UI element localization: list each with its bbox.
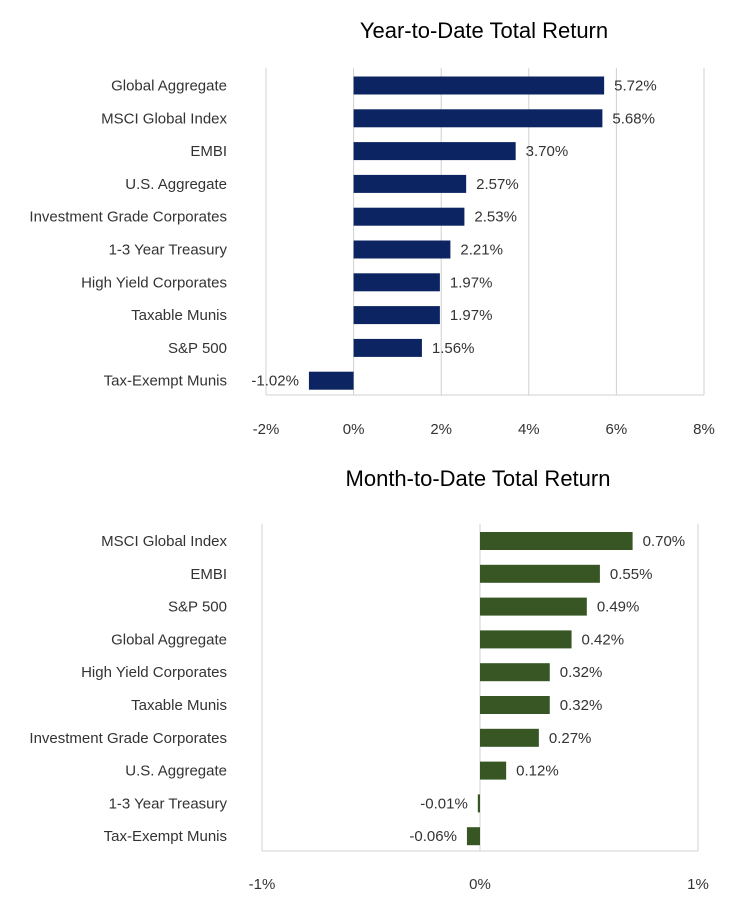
mtd-category-label: EMBI (190, 566, 227, 583)
mtd-bar (477, 794, 480, 813)
mtd-value-label: 0.32% (560, 664, 603, 681)
mtd-category-label: 1-3 Year Treasury (109, 795, 228, 812)
mtd-category-label: High Yield Corporates (81, 664, 227, 681)
ytd-x-tick-label: 6% (606, 421, 628, 438)
ytd-value-label: 1.56% (432, 340, 475, 357)
mtd-chart-title: Month-to-Date Total Return (346, 466, 611, 491)
mtd-category-label: Investment Grade Corporates (29, 730, 227, 747)
ytd-value-label: 5.72% (614, 78, 657, 95)
ytd-bar (353, 109, 603, 128)
ytd-x-tick-label: 4% (518, 421, 540, 438)
ytd-bar (353, 306, 440, 325)
ytd-x-tick-label: 8% (693, 421, 715, 438)
ytd-value-label: 2.53% (474, 209, 517, 226)
mtd-x-tick-label: 1% (687, 876, 709, 893)
ytd-category-label: MSCI Global Index (101, 110, 227, 127)
ytd-bar (353, 142, 516, 161)
ytd-bar (353, 174, 467, 193)
ytd-bar (353, 207, 465, 226)
mtd-chart: Month-to-Date Total Return -1% 0% 1% MSCI G… (29, 466, 708, 893)
mtd-bar (466, 827, 480, 846)
mtd-value-label: 0.49% (597, 599, 640, 616)
mtd-category-label: Global Aggregate (111, 631, 227, 648)
ytd-plot-area: -2% 0% 2% 4% 6% 8% Global Aggregate 5.72% MSCI G… (29, 68, 715, 438)
ytd-category-label: EMBI (190, 143, 227, 160)
ytd-bar (308, 371, 354, 390)
ytd-bar (353, 338, 422, 357)
mtd-value-label: 0.55% (610, 566, 653, 583)
ytd-value-label: 2.21% (460, 242, 503, 259)
ytd-category-label: Tax-Exempt Munis (104, 373, 227, 390)
ytd-category-label: Global Aggregate (111, 78, 227, 95)
mtd-bar (480, 663, 550, 682)
ytd-bar (353, 273, 440, 292)
ytd-x-tick-label: -2% (253, 421, 280, 438)
mtd-category-label: MSCI Global Index (101, 533, 227, 550)
mtd-value-label: 0.42% (582, 631, 625, 648)
mtd-bar (480, 761, 507, 780)
mtd-value-label: 0.32% (560, 697, 603, 714)
ytd-value-label: 2.57% (476, 176, 519, 193)
mtd-value-label: -0.01% (420, 795, 468, 812)
mtd-plot-area: -1% 0% 1% MSCI Global Index 0.70% EMBI 0.55% S&… (29, 524, 709, 893)
mtd-value-label: 0.27% (549, 730, 592, 747)
mtd-value-label: -0.06% (409, 828, 457, 845)
ytd-value-label: 5.68% (612, 110, 655, 127)
mtd-category-label: Taxable Munis (131, 697, 227, 714)
mtd-x-tick-label: -1% (249, 876, 276, 893)
ytd-category-label: S&P 500 (168, 340, 227, 357)
mtd-category-label: S&P 500 (168, 599, 227, 616)
ytd-value-label: 1.97% (450, 307, 493, 324)
mtd-bar (480, 564, 600, 583)
mtd-bar (480, 728, 539, 747)
mtd-bar (480, 630, 572, 649)
mtd-bar (480, 597, 587, 616)
mtd-category-label: U.S. Aggregate (125, 763, 227, 780)
mtd-category-label: Tax-Exempt Munis (104, 828, 227, 845)
mtd-bar (480, 696, 550, 714)
ytd-bar (353, 76, 605, 95)
ytd-bar (353, 240, 451, 259)
ytd-value-label: 3.70% (526, 143, 569, 160)
ytd-category-label: U.S. Aggregate (125, 176, 227, 193)
ytd-category-label: Taxable Munis (131, 307, 227, 324)
ytd-value-label: 1.97% (450, 274, 493, 291)
ytd-x-tick-label: 2% (430, 421, 452, 438)
mtd-value-label: 0.12% (516, 763, 559, 780)
ytd-chart-title: Year-to-Date Total Return (360, 18, 608, 43)
mtd-bar (480, 532, 633, 550)
ytd-x-tick-label: 0% (343, 421, 365, 438)
ytd-category-label: High Yield Corporates (81, 274, 227, 291)
mtd-x-tick-label: 0% (469, 876, 491, 893)
ytd-chart: Year-to-Date Total Return -2% 0% 2% 4% 6% 8% G… (29, 18, 714, 438)
ytd-category-label: 1-3 Year Treasury (109, 242, 228, 259)
mtd-value-label: 0.70% (643, 533, 686, 550)
ytd-category-label: Investment Grade Corporates (29, 209, 227, 226)
ytd-value-label: -1.02% (251, 373, 299, 390)
